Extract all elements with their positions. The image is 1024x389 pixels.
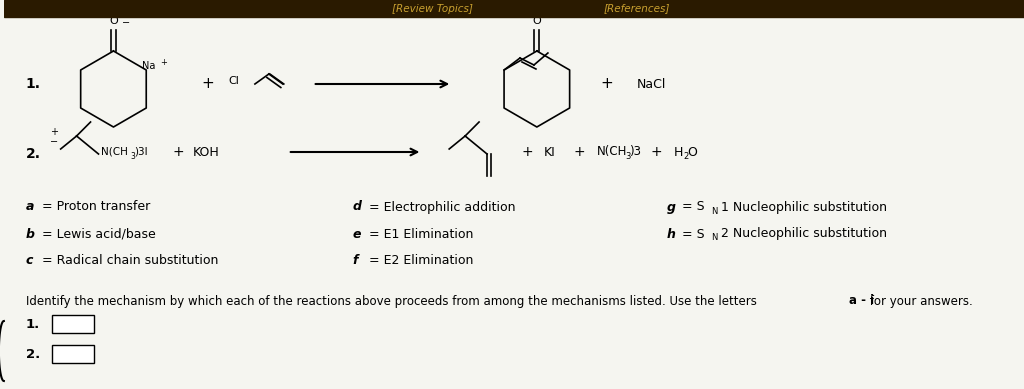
Text: N: N	[712, 207, 718, 216]
Bar	[4, 0, 1024, 17]
Text: H: H	[674, 145, 683, 158]
Text: KOH: KOH	[194, 145, 220, 158]
Text: O: O	[532, 16, 542, 26]
Text: +: +	[600, 77, 613, 91]
Text: = Proton transfer: = Proton transfer	[38, 200, 150, 214]
Text: +: +	[50, 127, 57, 137]
Text: 3: 3	[130, 152, 135, 161]
Text: 2.: 2.	[26, 147, 41, 161]
Text: KI: KI	[544, 145, 556, 158]
Text: f: f	[352, 254, 358, 268]
Text: 1.: 1.	[26, 77, 41, 91]
Text: N(CH: N(CH	[100, 147, 127, 157]
Text: N: N	[712, 233, 718, 242]
Text: +: +	[521, 145, 532, 159]
Text: +: +	[650, 145, 663, 159]
Text: NaCl: NaCl	[637, 77, 666, 91]
Text: = Radical chain substitution: = Radical chain substitution	[38, 254, 218, 268]
Bar	[51, 315, 93, 333]
Text: [References]: [References]	[603, 4, 670, 14]
Bar	[51, 345, 93, 363]
Text: 1.: 1.	[26, 317, 40, 331]
Text: )3I: )3I	[134, 147, 148, 157]
Text: e: e	[352, 228, 361, 240]
Text: Na: Na	[142, 61, 156, 71]
Text: = S: = S	[678, 200, 705, 214]
Text: a: a	[26, 200, 34, 214]
Text: +: +	[172, 145, 184, 159]
Text: = E2 Elimination: = E2 Elimination	[365, 254, 473, 268]
Text: c: c	[26, 254, 33, 268]
Text: 2 Nucleophilic substitution: 2 Nucleophilic substitution	[721, 228, 887, 240]
Text: [Review Topics]: [Review Topics]	[392, 4, 473, 14]
Text: for your answers.: for your answers.	[865, 294, 973, 307]
Text: )3: )3	[630, 145, 641, 158]
Text: = Lewis acid/base: = Lewis acid/base	[38, 228, 156, 240]
Text: 1 Nucleophilic substitution: 1 Nucleophilic substitution	[721, 200, 887, 214]
Text: O: O	[687, 145, 697, 158]
Text: Cl: Cl	[228, 76, 239, 86]
Text: −: −	[49, 137, 57, 147]
Text: = Electrophilic addition: = Electrophilic addition	[365, 200, 515, 214]
Text: Identify the mechanism by which each of the reactions above proceeds from among : Identify the mechanism by which each of …	[26, 294, 761, 307]
Text: g: g	[667, 200, 676, 214]
Text: a - i: a - i	[849, 294, 874, 307]
Text: = S: = S	[678, 228, 705, 240]
Text: 3: 3	[626, 152, 631, 161]
Text: −: −	[122, 18, 130, 28]
Text: +: +	[573, 145, 586, 159]
Text: = E1 Elimination: = E1 Elimination	[365, 228, 473, 240]
Text: N(CH: N(CH	[597, 145, 627, 158]
Text: +: +	[202, 77, 214, 91]
Text: 2: 2	[683, 152, 688, 161]
Text: O: O	[110, 16, 118, 26]
Text: +: +	[160, 58, 167, 67]
Text: d: d	[352, 200, 361, 214]
Text: b: b	[26, 228, 35, 240]
Text: 2.: 2.	[26, 347, 40, 361]
Text: h: h	[667, 228, 675, 240]
